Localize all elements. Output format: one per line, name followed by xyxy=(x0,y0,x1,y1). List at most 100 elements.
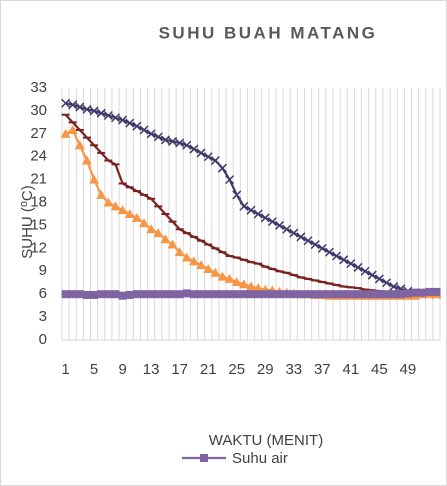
marker xyxy=(174,247,185,257)
marker xyxy=(89,174,100,184)
marker xyxy=(260,213,270,223)
marker xyxy=(61,290,70,299)
y-tick-label: 0 xyxy=(39,331,47,348)
marker xyxy=(210,156,220,166)
marker xyxy=(381,278,392,288)
x-tick-label: 29 xyxy=(257,361,274,378)
x-tick-label: 49 xyxy=(400,361,417,378)
marker xyxy=(396,290,405,299)
x-tick-label: 25 xyxy=(228,361,245,378)
marker xyxy=(139,218,150,228)
marker xyxy=(132,290,141,299)
marker xyxy=(203,263,214,273)
marker xyxy=(296,232,306,242)
x-tick-label: 5 xyxy=(90,361,98,378)
marker xyxy=(97,290,106,299)
marker xyxy=(153,228,164,238)
marker xyxy=(181,252,192,262)
marker xyxy=(339,290,348,299)
marker xyxy=(289,290,298,299)
marker xyxy=(339,255,349,265)
marker xyxy=(217,163,228,173)
marker xyxy=(139,125,149,135)
marker xyxy=(189,144,199,154)
marker xyxy=(96,189,107,199)
y-tick-label: 18 xyxy=(30,194,47,211)
marker xyxy=(217,271,228,281)
marker xyxy=(154,290,163,299)
marker xyxy=(225,175,235,185)
marker xyxy=(282,224,292,234)
marker xyxy=(368,290,377,299)
marker xyxy=(261,290,270,299)
marker xyxy=(432,287,441,296)
marker xyxy=(325,290,334,299)
y-axis-title: SUHU (⁰C) xyxy=(19,185,36,259)
marker xyxy=(353,290,362,299)
marker xyxy=(211,290,220,299)
marker xyxy=(225,290,234,299)
y-tick-label: 6 xyxy=(39,285,47,302)
x-tick-label: 1 xyxy=(61,361,69,378)
marker xyxy=(82,104,92,114)
marker xyxy=(253,209,263,219)
marker xyxy=(317,243,327,253)
x-tick-label: 17 xyxy=(171,361,188,378)
x-tick-label: 45 xyxy=(371,361,388,378)
marker xyxy=(118,115,128,125)
marker xyxy=(82,290,91,299)
marker xyxy=(104,290,113,299)
marker xyxy=(367,270,377,280)
marker xyxy=(90,290,99,299)
marker xyxy=(231,276,242,286)
marker xyxy=(353,262,363,272)
chart-title: SUHU BUAH MATANG xyxy=(159,23,378,42)
marker xyxy=(110,113,121,123)
marker xyxy=(311,290,320,299)
marker xyxy=(224,273,235,283)
marker xyxy=(232,290,241,299)
marker xyxy=(196,148,206,158)
marker xyxy=(232,190,242,200)
y-tick-label: 24 xyxy=(30,148,47,165)
marker xyxy=(160,234,171,244)
marker xyxy=(389,290,398,299)
marker xyxy=(68,100,78,110)
y-tick-label: 9 xyxy=(39,262,47,279)
marker xyxy=(374,274,384,284)
marker xyxy=(160,135,170,145)
marker xyxy=(146,224,157,234)
marker xyxy=(75,290,84,299)
marker xyxy=(111,290,120,299)
marker xyxy=(196,260,207,270)
marker xyxy=(61,98,71,108)
marker xyxy=(324,247,334,257)
marker xyxy=(68,290,77,299)
marker xyxy=(147,290,156,299)
marker xyxy=(132,121,142,131)
marker xyxy=(204,290,213,299)
x-tick-label: 33 xyxy=(285,361,302,378)
marker xyxy=(310,240,320,250)
legend-marker xyxy=(200,454,208,462)
marker xyxy=(96,108,106,118)
marker xyxy=(81,155,92,165)
marker xyxy=(203,152,213,162)
marker xyxy=(268,290,277,299)
x-tick-label: 9 xyxy=(118,361,126,378)
y-tick-label: 27 xyxy=(30,125,47,142)
marker xyxy=(318,290,327,299)
marker xyxy=(382,290,391,299)
marker xyxy=(411,288,420,297)
marker xyxy=(153,132,163,142)
marker xyxy=(238,279,249,289)
marker xyxy=(253,283,264,293)
marker xyxy=(168,136,178,146)
marker xyxy=(361,290,370,299)
marker xyxy=(332,251,342,261)
marker xyxy=(110,201,121,211)
marker xyxy=(246,281,256,291)
y-tick-label: 30 xyxy=(30,102,47,119)
marker xyxy=(140,290,149,299)
